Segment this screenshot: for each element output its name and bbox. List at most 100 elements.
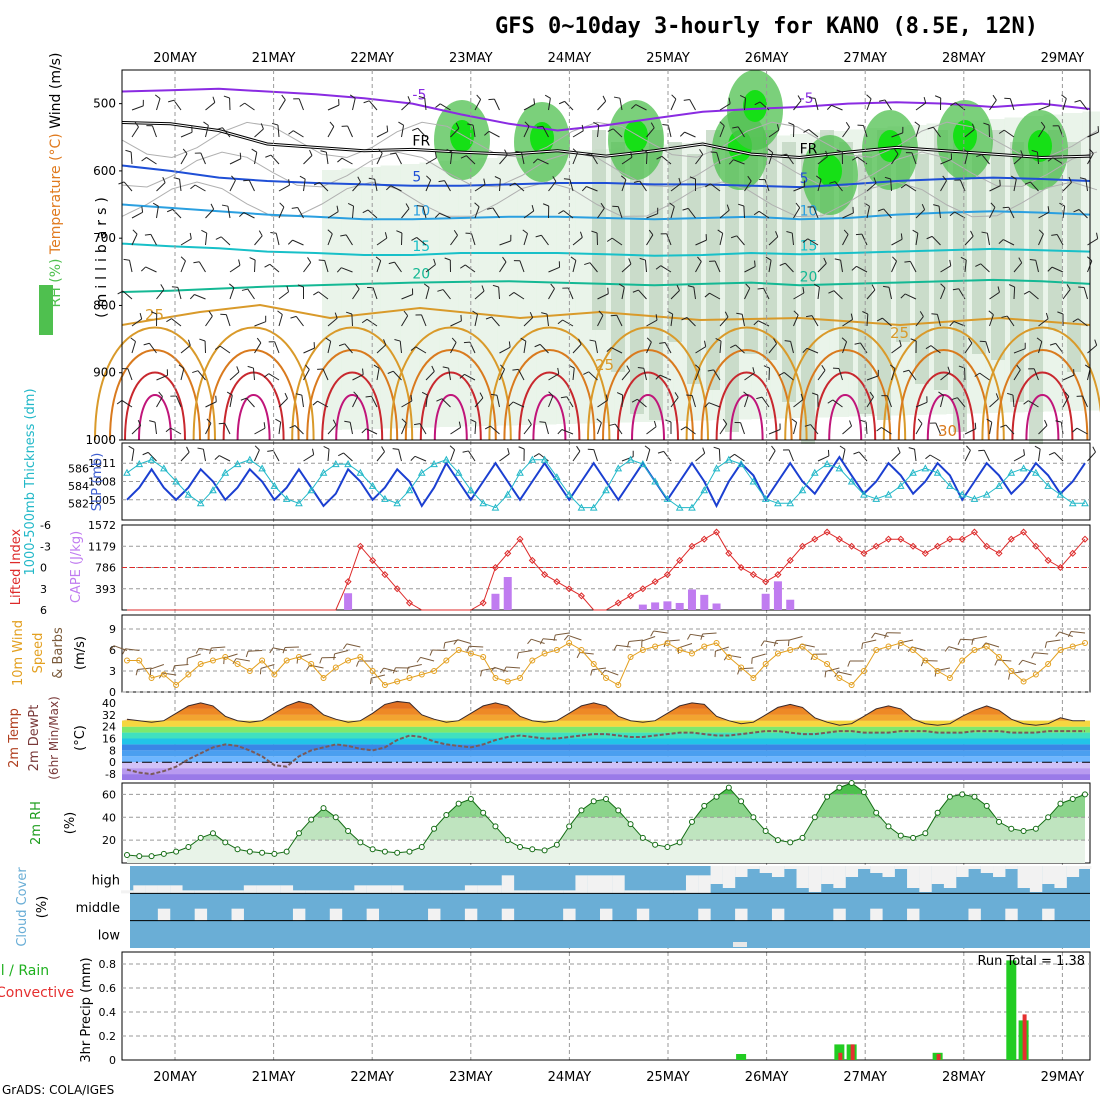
wind10m-barb xyxy=(934,670,937,677)
wind-barb xyxy=(347,202,354,207)
wind-barb xyxy=(425,371,435,381)
slp-line xyxy=(126,455,1086,509)
wind-barb xyxy=(508,292,515,297)
wind-barb xyxy=(508,341,511,348)
wind-barb xyxy=(905,184,917,192)
cloud-high-gap xyxy=(305,890,318,894)
wind-barb xyxy=(1072,318,1079,323)
wind-barb xyxy=(149,420,156,423)
lifted-index-point xyxy=(921,549,929,557)
wind-barb xyxy=(437,289,444,292)
wind-barb xyxy=(229,287,235,300)
wind10m-barb xyxy=(150,664,165,670)
temperature-band xyxy=(122,756,1090,763)
wind-barb xyxy=(607,287,609,294)
rh2m-point xyxy=(922,830,929,837)
wind-barb xyxy=(386,125,389,132)
rh2m-point xyxy=(946,793,953,800)
wind10m-barb xyxy=(700,633,704,640)
wind10m-point xyxy=(787,647,794,653)
wind10m-barb xyxy=(1022,659,1037,665)
wind-barb xyxy=(361,318,368,324)
cloud-middle-gap xyxy=(1005,908,1018,921)
cloud-high-gap xyxy=(882,866,895,877)
wind-barb xyxy=(684,131,696,138)
wind10m-barb xyxy=(985,642,1000,648)
wind-barb xyxy=(1096,232,1099,239)
wind-barb xyxy=(504,149,508,156)
wind10m-point xyxy=(467,650,474,657)
thickness-point xyxy=(245,455,254,463)
wind10m-barb xyxy=(628,639,643,642)
precip-convective-bar xyxy=(838,1052,843,1060)
wind-barb xyxy=(708,402,721,408)
wind-barb xyxy=(251,148,258,153)
wind-barb xyxy=(809,97,816,99)
wind-barb xyxy=(596,418,602,424)
wind-barb xyxy=(964,260,967,273)
wind-barb xyxy=(741,314,745,327)
wind10m-barb xyxy=(678,643,693,649)
wind-barb xyxy=(633,180,640,183)
wind-barb xyxy=(449,445,455,451)
wind-barb xyxy=(272,450,280,462)
wind-barb xyxy=(636,398,647,408)
wind-barb xyxy=(156,98,161,111)
lifted-index-point xyxy=(516,535,524,543)
wind-barb xyxy=(650,122,655,129)
wind-barb xyxy=(488,130,500,138)
day-label-top: 20MAY xyxy=(153,51,197,66)
wind-barb xyxy=(861,233,868,246)
cloud-high-gap xyxy=(943,866,957,888)
wind-barb xyxy=(909,261,917,273)
wind-barb xyxy=(327,211,339,219)
thickness-point xyxy=(491,503,500,511)
wind-barb xyxy=(975,263,981,267)
wind-barb xyxy=(405,203,410,209)
wind10m-barb xyxy=(981,642,987,648)
wind-barb xyxy=(834,258,841,261)
wind10m-barb xyxy=(604,669,619,676)
temperature-band xyxy=(122,762,1090,769)
cloud-high-gap xyxy=(624,890,637,894)
wind-barb xyxy=(621,287,625,300)
wind-barb xyxy=(1013,179,1017,192)
wind-barb xyxy=(754,260,756,267)
wind10m-barb xyxy=(702,632,717,635)
wind-barb xyxy=(483,178,486,185)
lifted-index-point xyxy=(762,578,770,586)
wind-barb xyxy=(704,402,710,408)
cape-bar xyxy=(651,602,660,610)
wind-barb xyxy=(464,264,476,273)
wind-barb xyxy=(446,148,453,153)
wind-barb xyxy=(576,445,581,452)
wind-barb xyxy=(436,398,443,402)
cloud-middle-gap xyxy=(870,908,883,921)
wind-barb xyxy=(583,371,589,375)
cloud-high-gap xyxy=(526,890,539,894)
wind-barb xyxy=(584,262,591,266)
wind-barb xyxy=(121,400,133,408)
wind-barb xyxy=(613,96,621,99)
wind-barb xyxy=(301,395,304,408)
rh2m-point xyxy=(639,834,646,841)
wind-barb xyxy=(562,319,574,327)
temperature-dome xyxy=(617,371,679,441)
wind-barb xyxy=(244,102,255,111)
temp2m-ylabel-units: (°C) xyxy=(73,725,88,751)
wind-barb xyxy=(966,445,971,451)
wind-barb xyxy=(1023,449,1025,456)
wind10m-barb xyxy=(469,645,484,648)
rh2m-point xyxy=(701,802,708,809)
wind-barb xyxy=(881,427,892,435)
wind10m-barb xyxy=(346,643,361,648)
wind10m-barb xyxy=(884,632,888,639)
cloud-high-gap xyxy=(968,866,981,869)
wind-barb xyxy=(793,399,804,408)
wind-barb xyxy=(631,398,638,403)
wind-barb xyxy=(1038,341,1043,354)
wind-barb xyxy=(753,320,759,326)
wind-barb xyxy=(670,314,674,327)
wind-barb xyxy=(876,427,882,432)
wind-barb xyxy=(508,401,514,407)
